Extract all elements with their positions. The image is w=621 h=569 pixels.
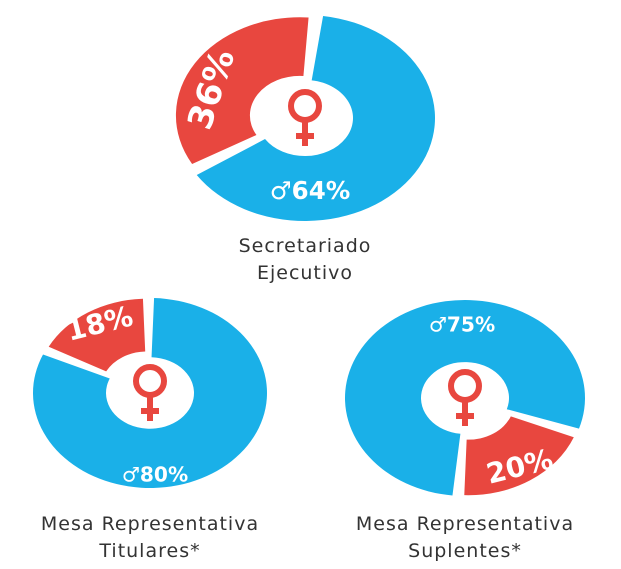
female-segment: [48, 298, 146, 372]
male-label: ♂80%: [122, 463, 188, 487]
icon-circle: [288, 89, 322, 123]
donut: [345, 300, 585, 496]
icon-circle: [133, 364, 167, 398]
female-icon: [133, 364, 167, 421]
female-segment: [464, 416, 574, 496]
chart-title: Secretariado: [239, 235, 372, 257]
male-label: ♂75%: [429, 313, 495, 337]
male-label: ♂64%: [270, 176, 351, 205]
chart-title: Mesa Representativa: [356, 513, 574, 535]
chart-title: Titulares*: [98, 540, 200, 562]
icon-circle: [448, 369, 482, 403]
female-icon: [448, 369, 482, 426]
chart-title: Suplentes*: [408, 540, 522, 562]
female-icon: [288, 89, 322, 146]
male-segment: [196, 16, 435, 222]
donut: [32, 298, 267, 488]
chart-title: Mesa Representativa: [41, 513, 259, 535]
male-segment: [32, 298, 267, 488]
chart-title: Ejecutivo: [257, 262, 353, 284]
male-segment: [345, 300, 585, 496]
female-segment: [175, 17, 309, 164]
donut: [175, 16, 435, 222]
